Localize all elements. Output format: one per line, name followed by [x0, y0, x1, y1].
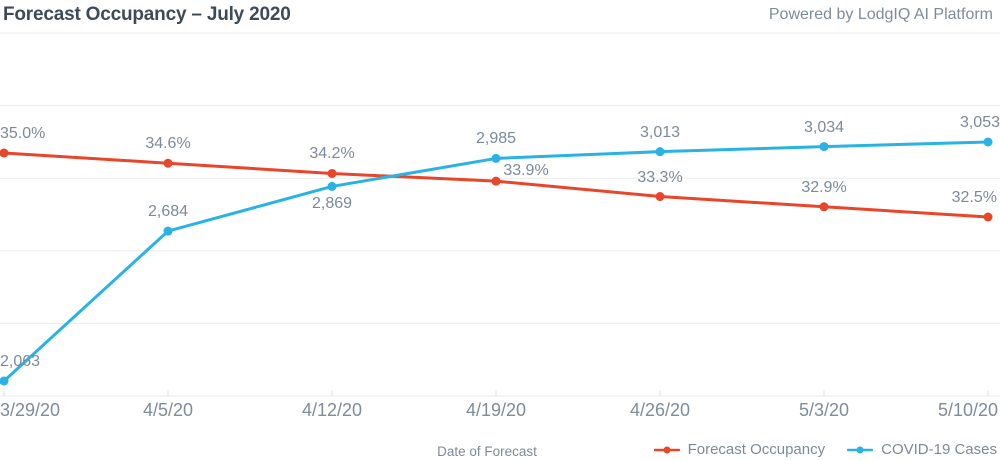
legend: Forecast Occupancy COVID-19 Cases: [653, 441, 997, 458]
legend-label: COVID-19 Cases: [881, 441, 997, 458]
data-point[interactable]: [163, 158, 173, 168]
legend-label: Forecast Occupancy: [687, 441, 826, 458]
data-point[interactable]: [327, 168, 337, 178]
data-point[interactable]: [819, 142, 829, 152]
data-point[interactable]: [163, 226, 173, 236]
data-point[interactable]: [655, 192, 665, 202]
data-point[interactable]: [491, 153, 501, 163]
data-point[interactable]: [0, 148, 9, 158]
data-point[interactable]: [491, 176, 501, 186]
legend-item-forecast-occupancy[interactable]: Forecast Occupancy: [653, 441, 826, 458]
data-point[interactable]: [655, 147, 665, 157]
powered-by-label: Powered by LodgIQ AI Platform: [768, 6, 993, 23]
data-point[interactable]: [0, 376, 9, 386]
data-point[interactable]: [983, 137, 993, 147]
legend-marker-icon: [653, 446, 680, 453]
x-axis-title: Date of Forecast: [437, 444, 537, 459]
legend-marker-icon: [847, 446, 874, 453]
data-point[interactable]: [983, 212, 993, 222]
data-point[interactable]: [327, 181, 337, 191]
chart-title: Forecast Occupancy – July 2020: [3, 4, 291, 25]
data-point[interactable]: [819, 202, 829, 212]
legend-item-covid-19-cases[interactable]: COVID-19 Cases: [847, 441, 997, 458]
